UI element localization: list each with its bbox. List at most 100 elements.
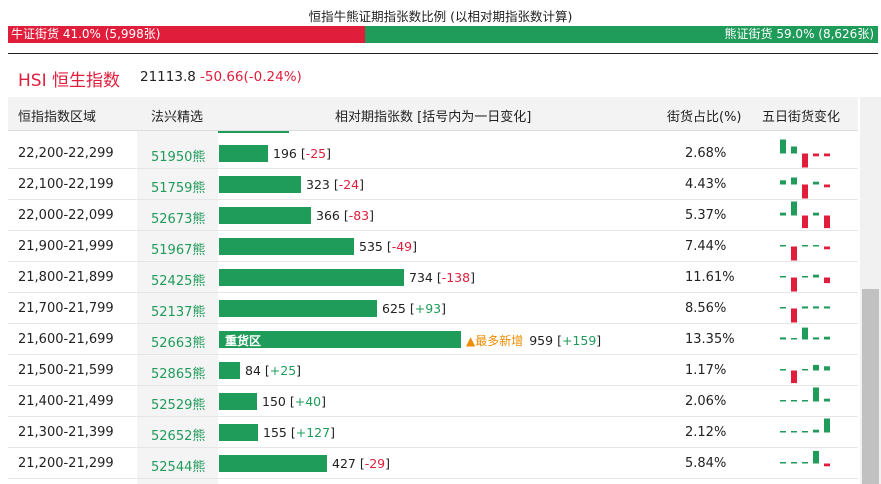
trend-bar — [802, 276, 808, 278]
trend-bar — [780, 369, 786, 371]
contracts-count: 155 [+127] — [263, 425, 335, 440]
contracts-bar — [219, 145, 268, 162]
warrant-link[interactable]: 52663熊 — [151, 336, 206, 351]
trend-bar — [802, 369, 808, 371]
trend-bar — [791, 308, 797, 323]
index-range: 21,600-21,699 — [18, 332, 114, 347]
outstanding-share: 11.61% — [685, 270, 735, 285]
bull-bear-ratio-bar: 牛证街货 41.0% (5,998张) 熊证街货 59.0% (8,626张) — [8, 26, 878, 43]
table-row[interactable]: 22,000-22,099 52673熊 366 [-83] 5.37% — [8, 200, 858, 231]
warrant-link[interactable]: 52652熊 — [151, 429, 206, 444]
trend-bar — [780, 400, 786, 402]
trend-bar — [780, 212, 786, 216]
count-value: 427 — [332, 456, 356, 471]
trend-bar — [813, 387, 819, 402]
trend-bar — [824, 215, 830, 229]
index-range: 21,700-21,799 — [18, 301, 114, 316]
warrant-link[interactable]: 52529熊 — [151, 398, 206, 413]
scrollbar-thumb[interactable] — [862, 289, 879, 484]
trend-bar — [824, 277, 830, 284]
trend-bar — [780, 180, 786, 185]
trend-bar — [780, 337, 786, 340]
warrant-link[interactable]: 52137熊 — [151, 305, 206, 320]
trend-bar — [813, 337, 819, 340]
warrant-link[interactable]: 51759熊 — [151, 181, 206, 196]
trend-bar — [780, 276, 786, 278]
scrolled-row-bar — [218, 131, 289, 133]
contracts-bar — [219, 424, 258, 441]
five-day-trend-chart — [780, 306, 830, 323]
table-row[interactable]: 21,700-21,799 52137熊 625 [+93] 8.56% — [8, 293, 858, 324]
warrant-link[interactable]: 52673熊 — [151, 212, 206, 227]
contracts-bar — [219, 176, 301, 193]
contracts-bar — [219, 393, 257, 410]
index-range: 21,800-21,899 — [18, 270, 114, 285]
table-row[interactable]: 21,500-21,599 52865熊 84 [+25] 1.17% — [8, 355, 858, 386]
contracts-bar — [219, 300, 377, 317]
daily-change: +25 — [269, 363, 297, 378]
trend-bar — [780, 462, 786, 464]
trend-bar — [824, 463, 830, 467]
header-warrant: 法兴精选 — [151, 110, 204, 125]
count-value: 84 — [245, 363, 261, 378]
warrant-link[interactable]: 51967熊 — [151, 243, 206, 258]
bull-ratio-segment: 牛证街货 41.0% (5,998张) — [8, 26, 365, 43]
contracts-count: 84 [+25] — [245, 363, 302, 378]
trend-bar — [791, 146, 797, 154]
warrant-link[interactable]: 52865熊 — [151, 367, 206, 382]
outstanding-share: 5.84% — [685, 456, 727, 471]
trend-bar — [791, 201, 797, 216]
contracts-count: 625 [+93] — [382, 301, 446, 316]
heavy-zone-label: 重货区 — [225, 334, 262, 348]
table-row[interactable]: 22,100-22,199 51759熊 323 [-24] 4.43% — [8, 169, 858, 200]
table-header: 恒指指数区域 法兴精选 相对期指张数 [括号内为一日变化] 街货占比(%) 五日… — [8, 97, 858, 131]
trend-bar — [813, 274, 819, 278]
trend-bar — [813, 153, 819, 157]
contracts-bar — [219, 269, 404, 286]
table-row[interactable]: 21,900-21,999 51967熊 535 [-49] 7.44% — [8, 231, 858, 262]
table-row[interactable]: 21,600-21,699 52663熊 重货区 ▲最多新增 959 [+159] 13.… — [8, 324, 858, 355]
contracts-count: 427 [-29] — [332, 456, 391, 471]
trend-bar — [780, 139, 786, 154]
index-name[interactable]: HSI 恒生指数 — [18, 71, 120, 91]
trend-bar — [791, 338, 797, 340]
index-range: 21,500-21,599 — [18, 363, 114, 378]
contracts-bar: 重货区 — [219, 331, 461, 348]
trend-bar — [813, 181, 819, 185]
count-value: 323 — [306, 177, 330, 192]
trend-bar — [791, 370, 797, 384]
index-range: 22,100-22,199 — [18, 177, 114, 192]
five-day-trend-chart — [780, 177, 830, 199]
trend-bar — [791, 462, 797, 464]
trend-bar — [802, 327, 808, 340]
five-day-trend-chart — [780, 245, 830, 261]
trend-bar — [824, 246, 830, 250]
contracts-bar — [219, 362, 240, 379]
table-row[interactable]: 21,300-21,399 52652熊 155 [+127] 2.12% — [8, 417, 858, 448]
outstanding-share: 2.12% — [685, 425, 727, 440]
table-row[interactable]: 21,400-21,499 52529熊 150 [+40] 2.06% — [8, 386, 858, 417]
ratio-title: 恒指牛熊证期指张数比例 (以相对期指张数计算) — [308, 9, 573, 24]
bear-ratio-segment: 熊证街货 59.0% (8,626张) — [364, 26, 878, 43]
trend-bar — [813, 450, 819, 464]
most-new-tag: ▲最多新增 — [466, 334, 524, 348]
five-day-trend-chart — [780, 201, 830, 229]
five-day-trend-chart — [780, 274, 830, 292]
daily-change: -138 — [441, 270, 471, 285]
table-row[interactable]: 22,200-22,299 51950熊 196 [-25] 2.68% — [8, 138, 858, 169]
warrant-link[interactable]: 52425熊 — [151, 274, 206, 289]
warrant-link[interactable]: 52544熊 — [151, 460, 206, 475]
trend-bar — [780, 431, 786, 433]
index-range: 22,200-22,299 — [18, 146, 114, 161]
contracts-count: 366 [-83] — [316, 208, 375, 223]
outstanding-share: 1.17% — [685, 363, 727, 378]
table-row[interactable]: 21,200-21,299 52544熊 427 [-29] 5.84% — [8, 448, 858, 479]
daily-change: +93 — [414, 301, 442, 316]
trend-bar — [802, 306, 808, 309]
table-body: 22,200-22,299 51950熊 196 [-25] 2.68% 22,100-… — [8, 138, 858, 479]
table-row[interactable]: 21,800-21,899 52425熊 734 [-138] 11.61% — [8, 262, 858, 293]
count-value: 150 — [262, 394, 286, 409]
warrant-link[interactable]: 51950熊 — [151, 150, 206, 165]
daily-change: -83 — [348, 208, 370, 223]
daily-change: -24 — [338, 177, 360, 192]
